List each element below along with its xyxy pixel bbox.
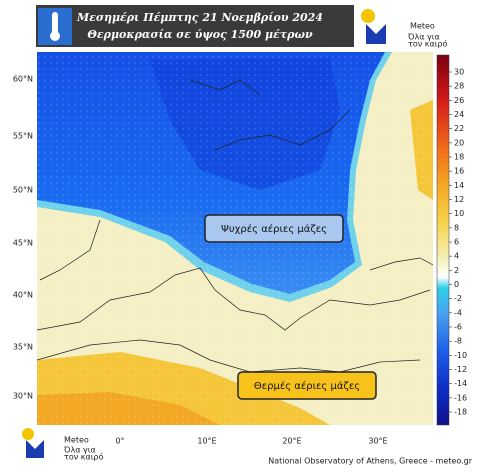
colorbar-label: 14 <box>454 181 464 190</box>
colorbar-label: 28 <box>454 82 464 91</box>
colorbar <box>436 54 450 426</box>
colorbar-label: 26 <box>454 96 464 105</box>
logo-sun <box>22 428 34 440</box>
colorbar-label: 2 <box>454 266 459 275</box>
colorbar-label: -12 <box>454 365 467 374</box>
subtitle: Θερμοκρασία σε ύψος 1500 μέτρων <box>87 28 313 41</box>
logo-sun <box>361 9 375 23</box>
lon-label: 20°E <box>282 437 301 446</box>
logo-tagline: Όλα για <box>407 32 440 42</box>
lat-label: 30°N <box>13 392 33 401</box>
annotation-box <box>204 214 344 243</box>
colorbar-label: 20 <box>454 138 464 147</box>
title: Μεσημέρι Πέμπτης 21 Νοεμβρίου 2024 <box>76 11 323 24</box>
credit: National Observatory of Athens, Greece -… <box>268 457 473 466</box>
lat-label: 60°N <box>13 75 33 84</box>
lat-label: 55°N <box>13 132 33 141</box>
header-logo: Meteo Όλα για τον καιρό <box>358 5 447 49</box>
thermometer-tube <box>52 12 58 34</box>
annotation: Ψυχρές αέριες μάζες <box>221 223 327 235</box>
colorbar-label: -8 <box>454 337 462 346</box>
logo-name: Meteo <box>64 436 89 445</box>
colorbar-label: 4 <box>454 252 459 261</box>
map: Ψυχρές αέριες μάζες Θερμές αέριες μάζες <box>36 52 434 425</box>
thermometer-bulb <box>50 31 60 41</box>
colorbar-label: 30 <box>454 68 464 77</box>
header-band <box>36 5 354 47</box>
logo-mark <box>26 440 44 458</box>
colorbar-label: -16 <box>454 393 467 402</box>
colorbar-label: 22 <box>454 124 464 133</box>
lon-label: 0° <box>115 437 124 446</box>
annotation-box <box>237 371 377 400</box>
coastlines <box>36 79 434 373</box>
logo-tagline: τον καιρό <box>64 452 103 462</box>
footer-logo: Meteo Όλα για τον καιρό <box>22 428 103 462</box>
colorbar-label: -2 <box>454 294 462 303</box>
lat-label: 50°N <box>13 186 33 195</box>
colorbar-label: -14 <box>454 379 467 388</box>
logo-mark <box>366 24 386 44</box>
colorbar-label: 16 <box>454 167 464 176</box>
colorbar-label: -6 <box>454 323 462 332</box>
colorbar-label: 12 <box>454 195 464 204</box>
logo-name: Meteo <box>410 22 435 31</box>
logo-tagline: τον καιρό <box>408 39 447 49</box>
colorbar-label: 0 <box>454 280 459 289</box>
colorbar-label: -10 <box>454 351 467 360</box>
lat-label: 40°N <box>13 291 33 300</box>
logo-tagline: Όλα για <box>63 445 96 455</box>
lon-label: 30°E <box>368 437 387 446</box>
colorbar-label: -4 <box>454 308 462 317</box>
colorbar-label: 8 <box>454 223 459 232</box>
lat-label: 45°N <box>13 239 33 248</box>
colorbar-label: 6 <box>454 238 459 247</box>
lon-label: 10°E <box>197 437 216 446</box>
colorbar-label: 24 <box>454 110 464 119</box>
colorbar-label: 10 <box>454 209 464 218</box>
colorbar-label: 18 <box>454 153 464 162</box>
lat-label: 35°N <box>13 343 33 352</box>
colorbar-label: -18 <box>454 408 467 417</box>
annotation: Θερμές αέριες μάζες <box>254 380 360 392</box>
